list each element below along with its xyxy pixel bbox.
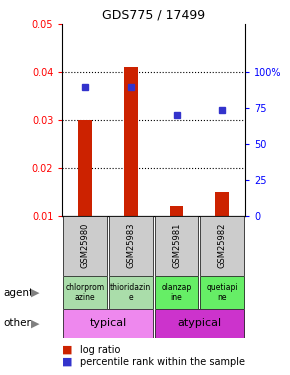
Bar bbox=[155, 309, 244, 338]
Text: GSM25980: GSM25980 bbox=[81, 223, 90, 268]
Text: agent: agent bbox=[3, 288, 33, 297]
Text: ▶: ▶ bbox=[30, 288, 39, 297]
Bar bbox=[200, 276, 244, 309]
Bar bbox=[63, 309, 153, 338]
Title: GDS775 / 17499: GDS775 / 17499 bbox=[102, 9, 205, 22]
Bar bbox=[215, 192, 229, 216]
Text: typical: typical bbox=[89, 318, 127, 328]
Bar bbox=[124, 68, 138, 216]
Text: olanzap
ine: olanzap ine bbox=[162, 283, 192, 302]
Bar bbox=[170, 206, 183, 216]
Bar bbox=[63, 216, 107, 276]
Text: GSM25982: GSM25982 bbox=[218, 223, 227, 268]
Bar bbox=[63, 276, 107, 309]
Text: log ratio: log ratio bbox=[80, 345, 120, 355]
Text: quetiapi
ne: quetiapi ne bbox=[206, 283, 238, 302]
Bar bbox=[78, 120, 92, 216]
Text: ■: ■ bbox=[62, 345, 73, 355]
Text: chlorprom
azine: chlorprom azine bbox=[66, 283, 105, 302]
Bar bbox=[109, 216, 153, 276]
Bar bbox=[109, 276, 153, 309]
Text: GSM25981: GSM25981 bbox=[172, 223, 181, 268]
Text: other: other bbox=[3, 318, 31, 328]
Text: ■: ■ bbox=[62, 357, 73, 367]
Bar bbox=[155, 216, 198, 276]
Bar bbox=[155, 276, 198, 309]
Bar bbox=[200, 216, 244, 276]
Text: percentile rank within the sample: percentile rank within the sample bbox=[80, 357, 245, 367]
Text: GSM25983: GSM25983 bbox=[126, 223, 135, 268]
Text: thioridazin
e: thioridazin e bbox=[110, 283, 151, 302]
Text: atypical: atypical bbox=[177, 318, 222, 328]
Text: ▶: ▶ bbox=[30, 318, 39, 328]
